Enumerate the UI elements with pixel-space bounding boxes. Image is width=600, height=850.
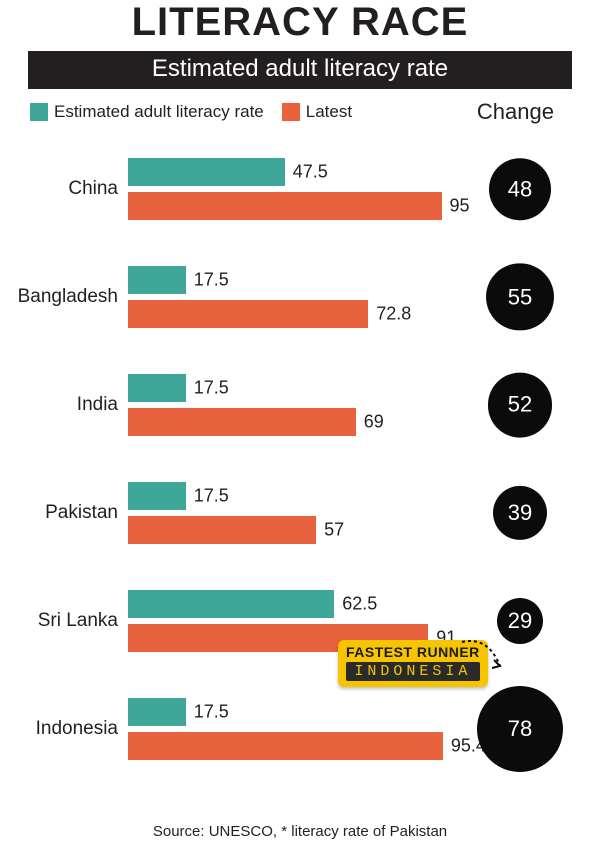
bar-estimated: 17.5 <box>128 266 186 294</box>
bar-group: 17.5 57 <box>128 478 458 548</box>
country-label: India <box>0 394 128 416</box>
country-label: Bangladesh <box>0 286 128 308</box>
country-label: China <box>0 178 128 200</box>
bar-group: 17.5 95.4 <box>128 694 458 764</box>
change-bubble: 48 <box>489 158 551 220</box>
source-text: Source: UNESCO, * literacy rate of Pakis… <box>0 823 600 840</box>
bar-group: 17.5 72.8 <box>128 262 458 332</box>
change-bubble: 39 <box>493 486 547 540</box>
bar-latest: 69 <box>128 408 356 436</box>
bar-group: 17.5 69 <box>128 370 458 440</box>
change-bubble: 52 <box>488 373 553 438</box>
bar-label-latest: 72.8 <box>376 304 411 325</box>
bar-label-latest: 69 <box>364 412 384 433</box>
bar-latest: 95 <box>128 192 442 220</box>
bar-latest: 95.4 <box>128 732 443 760</box>
legend-label-latest: Latest <box>306 102 352 122</box>
legend-swatch-estimated <box>30 103 48 121</box>
bar-label-estimated: 47.5 <box>293 162 328 183</box>
legend-swatch-latest <box>282 103 300 121</box>
bar-label-estimated: 17.5 <box>194 270 229 291</box>
chart-row: India17.56952 <box>0 351 600 459</box>
bar-label-latest: 57 <box>324 520 344 541</box>
country-label: Indonesia <box>0 718 128 740</box>
bar-estimated: 17.5 <box>128 698 186 726</box>
bar-latest: 72.8 <box>128 300 368 328</box>
bar-estimated: 17.5 <box>128 482 186 510</box>
change-bubble: 55 <box>486 263 553 330</box>
subtitle: Estimated adult literacy rate <box>28 51 572 89</box>
page-title: LITERACY RACE <box>0 0 600 45</box>
bar-label-estimated: 17.5 <box>194 486 229 507</box>
bar-label-estimated: 17.5 <box>194 378 229 399</box>
chart-row: Bangladesh17.572.855 <box>0 243 600 351</box>
country-label: Sri Lanka <box>0 610 128 632</box>
legend-label-estimated: Estimated adult literacy rate <box>54 102 264 122</box>
bar-label-estimated: 62.5 <box>342 594 377 615</box>
chart-row: China47.59548 <box>0 135 600 243</box>
country-label: Pakistan <box>0 502 128 524</box>
bar-estimated: 47.5 <box>128 158 285 186</box>
bar-latest: 57 <box>128 516 316 544</box>
callout-arrow-icon <box>458 636 518 696</box>
bar-label-estimated: 17.5 <box>194 702 229 723</box>
bar-estimated: 17.5 <box>128 374 186 402</box>
change-bubble: 78 <box>477 686 563 772</box>
legend: Estimated adult literacy rate Latest Cha… <box>0 89 600 129</box>
bar-label-latest: 95 <box>450 196 470 217</box>
bar-group: 47.5 95 <box>128 154 458 224</box>
chart-row: Pakistan17.55739 <box>0 459 600 567</box>
bar-estimated: 62.5 <box>128 590 334 618</box>
change-header: Change <box>477 99 570 125</box>
